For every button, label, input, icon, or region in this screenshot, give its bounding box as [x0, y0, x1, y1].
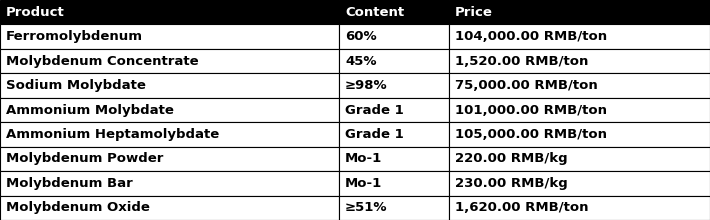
Text: Mo-1: Mo-1: [345, 177, 382, 190]
Bar: [449, 171, 710, 196]
Text: Molybdenum Oxide: Molybdenum Oxide: [6, 201, 150, 214]
Text: 1,520.00 RMB/ton: 1,520.00 RMB/ton: [455, 55, 589, 68]
Text: Grade 1: Grade 1: [345, 128, 404, 141]
Bar: [0, 24, 339, 49]
Text: 1,620.00 RMB/ton: 1,620.00 RMB/ton: [455, 201, 589, 214]
Text: Ammonium Heptamolybdate: Ammonium Heptamolybdate: [6, 128, 219, 141]
Bar: [449, 122, 710, 147]
Bar: [339, 73, 449, 98]
Text: Grade 1: Grade 1: [345, 103, 404, 117]
Text: Price: Price: [455, 6, 493, 19]
Text: Ammonium Molybdate: Ammonium Molybdate: [6, 103, 173, 117]
Text: 45%: 45%: [345, 55, 376, 68]
Text: 220.00 RMB/kg: 220.00 RMB/kg: [455, 152, 568, 165]
Text: 230.00 RMB/kg: 230.00 RMB/kg: [455, 177, 568, 190]
Bar: [0, 73, 339, 98]
Bar: [0, 0, 339, 24]
Bar: [339, 122, 449, 147]
Text: Molybdenum Bar: Molybdenum Bar: [6, 177, 133, 190]
Text: 105,000.00 RMB/ton: 105,000.00 RMB/ton: [455, 128, 607, 141]
Text: ≥98%: ≥98%: [345, 79, 388, 92]
Bar: [339, 171, 449, 196]
Text: ≥51%: ≥51%: [345, 201, 388, 214]
Bar: [449, 73, 710, 98]
Text: 104,000.00 RMB/ton: 104,000.00 RMB/ton: [455, 30, 607, 43]
Bar: [449, 49, 710, 73]
Bar: [0, 98, 339, 122]
Bar: [0, 196, 339, 220]
Bar: [339, 98, 449, 122]
Text: Molybdenum Powder: Molybdenum Powder: [6, 152, 163, 165]
Bar: [0, 171, 339, 196]
Text: Sodium Molybdate: Sodium Molybdate: [6, 79, 146, 92]
Text: 75,000.00 RMB/ton: 75,000.00 RMB/ton: [455, 79, 598, 92]
Bar: [0, 49, 339, 73]
Bar: [449, 0, 710, 24]
Text: Product: Product: [6, 6, 65, 19]
Bar: [449, 24, 710, 49]
Bar: [0, 147, 339, 171]
Bar: [449, 98, 710, 122]
Bar: [339, 24, 449, 49]
Bar: [339, 49, 449, 73]
Text: Ferromolybdenum: Ferromolybdenum: [6, 30, 143, 43]
Text: 101,000.00 RMB/ton: 101,000.00 RMB/ton: [455, 103, 607, 117]
Text: Molybdenum Concentrate: Molybdenum Concentrate: [6, 55, 198, 68]
Text: Mo-1: Mo-1: [345, 152, 382, 165]
Text: 60%: 60%: [345, 30, 377, 43]
Bar: [0, 122, 339, 147]
Text: Content: Content: [345, 6, 404, 19]
Bar: [449, 196, 710, 220]
Bar: [449, 147, 710, 171]
Bar: [339, 147, 449, 171]
Bar: [339, 0, 449, 24]
Bar: [339, 196, 449, 220]
